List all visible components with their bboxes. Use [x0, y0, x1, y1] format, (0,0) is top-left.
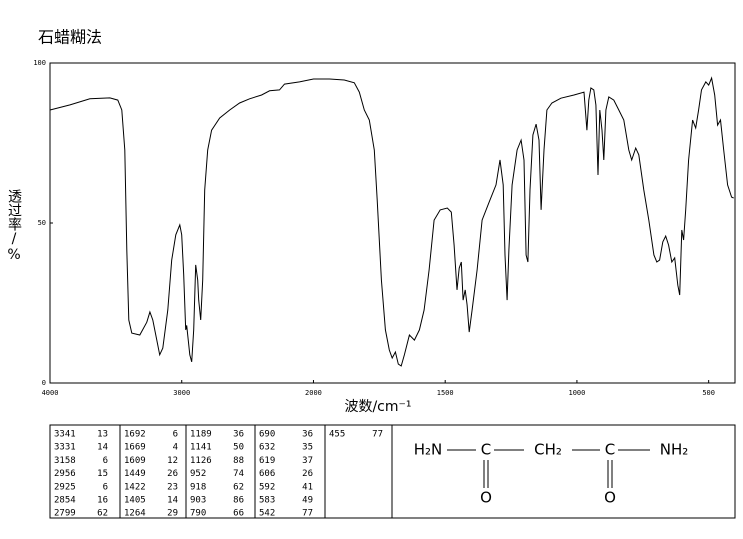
peak-wavenumber: 690 — [259, 430, 275, 440]
x-tick-label: 1500 — [437, 389, 454, 397]
x-tick-label: 500 — [702, 389, 715, 397]
peak-wavenumber: 2854 — [54, 496, 76, 506]
peak-transmittance: 86 — [233, 496, 244, 506]
peak-transmittance: 14 — [167, 496, 178, 506]
peak-wavenumber: 632 — [259, 443, 275, 453]
peak-transmittance: 6 — [173, 430, 178, 440]
peak-transmittance: 15 — [97, 469, 108, 479]
structure-group: C — [481, 441, 491, 459]
peak-wavenumber: 3158 — [54, 456, 76, 466]
peak-transmittance: 4 — [173, 443, 178, 453]
peak-wavenumber: 1422 — [124, 482, 146, 492]
x-tick-label: 1000 — [568, 389, 585, 397]
x-tick-label: 4000 — [42, 389, 59, 397]
peak-transmittance: 41 — [302, 482, 313, 492]
peak-transmittance: 14 — [97, 443, 108, 453]
structure-group: H₂N — [414, 441, 443, 459]
peak-wavenumber: 1126 — [190, 456, 212, 466]
x-tick-label: 3000 — [173, 389, 190, 397]
structure-group: CH₂ — [534, 441, 562, 459]
x-axis-label: 波数/cm⁻¹ — [344, 399, 411, 415]
peak-wavenumber: 583 — [259, 496, 275, 506]
structure-group: C — [605, 441, 615, 459]
y-tick-label: 100 — [33, 59, 46, 67]
peak-wavenumber: 619 — [259, 456, 275, 466]
chart-title: 石蜡糊法 — [38, 28, 102, 47]
peak-wavenumber: 1405 — [124, 496, 146, 506]
peak-transmittance: 29 — [167, 509, 178, 519]
peak-wavenumber: 2925 — [54, 482, 76, 492]
peak-transmittance: 62 — [97, 509, 108, 519]
structure-bonds — [447, 449, 650, 488]
peak-transmittance: 66 — [233, 509, 244, 519]
y-tick-label: 0 — [42, 379, 46, 387]
peak-wavenumber: 2956 — [54, 469, 76, 479]
structure-atom: O — [604, 489, 616, 507]
peak-wavenumber: 3331 — [54, 443, 76, 453]
peak-transmittance: 37 — [302, 456, 313, 466]
peak-transmittance: 62 — [233, 482, 244, 492]
y-axis-label: 透过率/% — [6, 189, 22, 263]
peak-transmittance: 36 — [233, 430, 244, 440]
structure-atom: O — [480, 489, 492, 507]
peak-wavenumber: 3341 — [54, 430, 76, 440]
peak-wavenumber: 1609 — [124, 456, 146, 466]
y-tick-label: 50 — [38, 219, 46, 227]
peak-wavenumber: 790 — [190, 509, 206, 519]
peak-wavenumber: 1449 — [124, 469, 146, 479]
peak-transmittance: 12 — [167, 456, 178, 466]
peak-wavenumber: 1189 — [190, 430, 212, 440]
peak-transmittance: 26 — [167, 469, 178, 479]
peak-wavenumber: 1669 — [124, 443, 146, 453]
peak-transmittance: 23 — [167, 482, 178, 492]
peak-transmittance: 77 — [302, 509, 313, 519]
peak-transmittance: 74 — [233, 469, 244, 479]
plot-frame — [49, 62, 736, 384]
peak-wavenumber: 918 — [190, 482, 206, 492]
x-tick-label: 2000 — [305, 389, 322, 397]
peak-wavenumber: 592 — [259, 482, 275, 492]
peak-transmittance: 77 — [372, 430, 383, 440]
table-dividers — [119, 425, 393, 518]
peak-transmittance: 49 — [302, 496, 313, 506]
peak-transmittance: 13 — [97, 430, 108, 440]
peak-wavenumber: 455 — [329, 430, 345, 440]
peak-wavenumber: 1264 — [124, 509, 146, 519]
peak-transmittance: 50 — [233, 443, 244, 453]
structure-group: NH₂ — [660, 441, 689, 459]
peak-transmittance: 16 — [97, 496, 108, 506]
peak-wavenumber: 1141 — [190, 443, 212, 453]
peak-transmittance: 36 — [302, 430, 313, 440]
spectrum-line — [49, 76, 734, 367]
peak-wavenumber: 1692 — [124, 430, 146, 440]
peak-transmittance: 6 — [103, 456, 108, 466]
peak-transmittance: 88 — [233, 456, 244, 466]
peak-wavenumber: 2799 — [54, 509, 76, 519]
peak-wavenumber: 903 — [190, 496, 206, 506]
peak-transmittance: 26 — [302, 469, 313, 479]
peak-wavenumber: 952 — [190, 469, 206, 479]
peak-wavenumber: 606 — [259, 469, 275, 479]
peak-wavenumber: 542 — [259, 509, 275, 519]
peak-transmittance: 6 — [103, 482, 108, 492]
peak-transmittance: 35 — [302, 443, 313, 453]
